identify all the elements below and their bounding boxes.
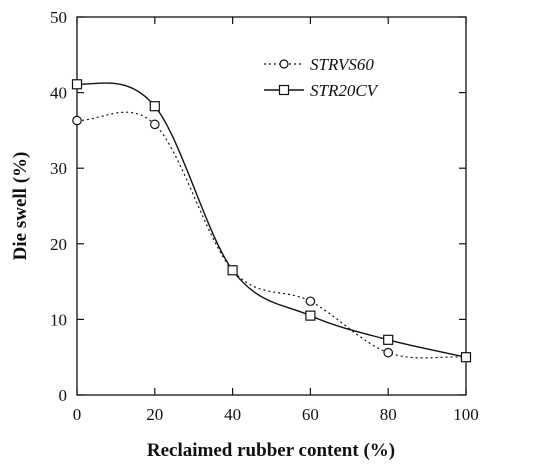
series-line-strvs60 [76,111,467,359]
axis-ticks: 0 20 40 60 80 100 0 10 20 30 40 50 [50,8,479,424]
data-point-strvs60 [383,347,393,358]
y-axis-label: Die swell (%) [10,152,31,261]
plot-frame [76,16,467,396]
series-line-str20cv [76,82,467,358]
legend-marker-circle [279,59,289,69]
legend-label-strvs60: STRVS60 [310,55,374,74]
y-tick-label: 10 [50,310,67,329]
x-tick-label: 60 [302,405,319,424]
legend-label-str20cv: STR20CV [310,81,380,100]
data-point-str20cv [305,310,316,321]
x-axis-label: Reclaimed rubber content (%) [147,440,395,461]
data-point-strvs60 [72,115,82,126]
y-tick-label: 50 [50,8,67,27]
series-markers [71,79,472,363]
data-point-str20cv [460,352,472,363]
data-point-str20cv [149,101,160,112]
data-point-str20cv [227,265,238,276]
x-tick-label: 80 [380,405,397,424]
data-point-strvs60 [150,119,160,130]
y-tick-label: 0 [59,386,68,405]
y-tick-label: 40 [50,84,67,103]
y-tick-label: 30 [50,159,67,178]
data-point-strvs60 [305,296,316,307]
series-lines [76,82,467,359]
x-tick-label: 40 [224,405,241,424]
data-point-str20cv [71,79,83,90]
data-point-str20cv [383,334,394,345]
legend: STRVS60 STR20CV [264,55,380,100]
x-tick-label: 100 [453,405,479,424]
x-tick-label: 0 [73,405,82,424]
legend-marker-square [278,84,290,96]
x-tick-label: 20 [146,405,163,424]
y-tick-label: 20 [50,235,67,254]
